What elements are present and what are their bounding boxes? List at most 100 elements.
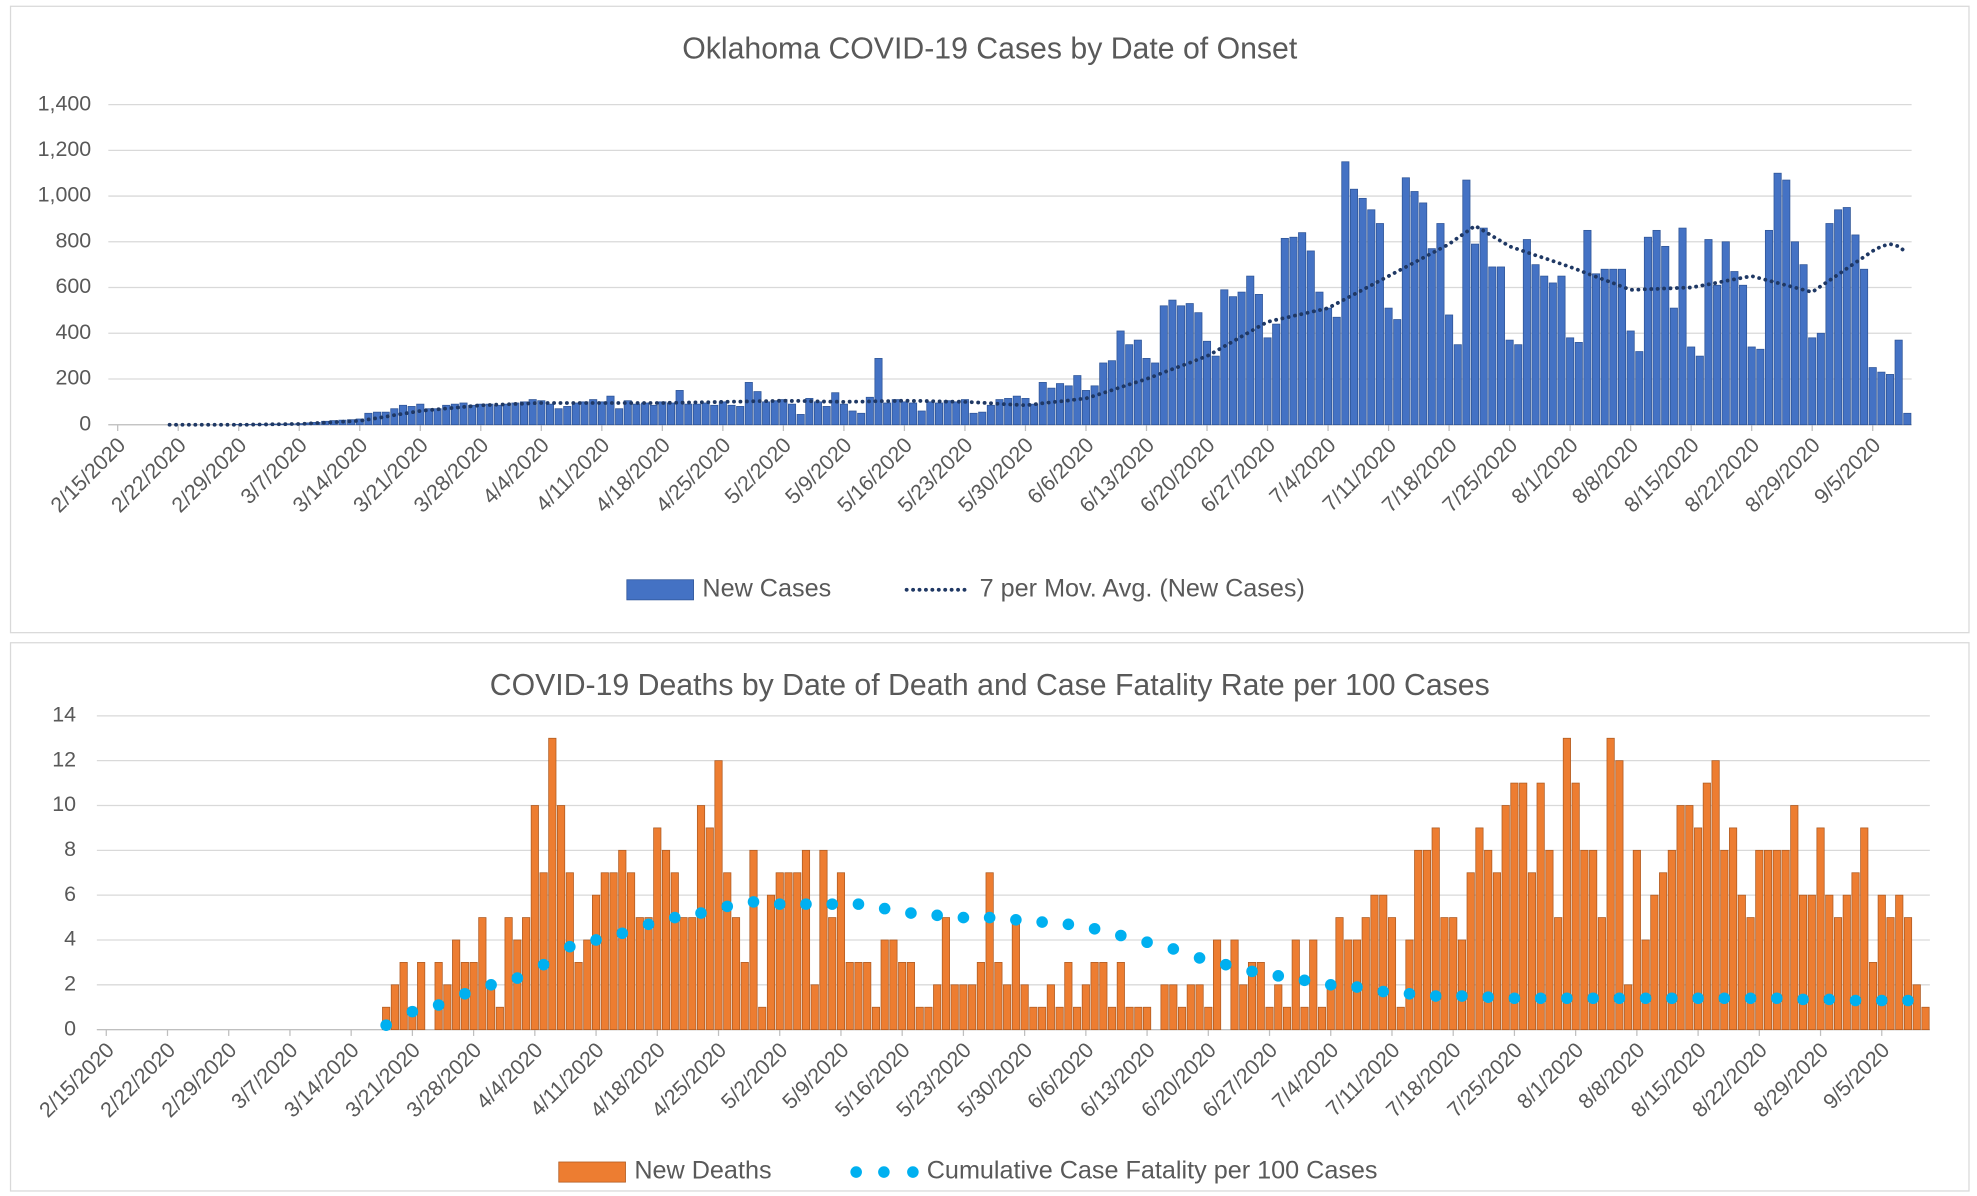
bar bbox=[1125, 1006, 1134, 1031]
data-point bbox=[1613, 992, 1626, 1005]
bar bbox=[1669, 307, 1678, 426]
bar bbox=[600, 872, 609, 1031]
bar bbox=[788, 403, 797, 426]
bar bbox=[906, 962, 915, 1031]
bar bbox=[1081, 984, 1090, 1031]
y-tick-label: 12 bbox=[52, 747, 76, 771]
bar bbox=[1877, 371, 1886, 426]
bar bbox=[1116, 962, 1125, 1031]
y-tick-label: 400 bbox=[55, 320, 91, 344]
bar bbox=[1868, 962, 1878, 1031]
bar bbox=[1341, 161, 1350, 426]
bar bbox=[1600, 268, 1609, 426]
data-point bbox=[537, 958, 550, 971]
bar bbox=[1379, 894, 1388, 1031]
bar bbox=[1230, 939, 1239, 1031]
bar bbox=[495, 1006, 504, 1031]
data-point bbox=[1639, 992, 1652, 1005]
data-point bbox=[1508, 992, 1521, 1005]
legend-swatch bbox=[850, 1166, 862, 1178]
data-point bbox=[931, 909, 943, 922]
bar bbox=[959, 984, 968, 1031]
bar bbox=[1393, 319, 1402, 426]
bar bbox=[1659, 872, 1668, 1031]
bar bbox=[1431, 827, 1440, 1031]
chart-title: Oklahoma COVID-19 Cases by Date of Onset bbox=[682, 32, 1298, 65]
bar bbox=[1687, 346, 1696, 426]
data-point bbox=[800, 898, 812, 910]
bar bbox=[1739, 284, 1748, 426]
data-point bbox=[1482, 991, 1494, 1003]
data-point bbox=[1456, 990, 1468, 1002]
bar bbox=[1030, 403, 1039, 426]
bar bbox=[1756, 348, 1765, 426]
bar bbox=[459, 402, 468, 426]
bar bbox=[749, 849, 758, 1031]
y-tick-label: 0 bbox=[79, 411, 91, 435]
bar bbox=[399, 962, 408, 1031]
bar bbox=[1194, 312, 1203, 426]
data-point bbox=[1718, 992, 1731, 1005]
bar bbox=[1396, 1006, 1405, 1031]
bar bbox=[1375, 223, 1384, 426]
bar bbox=[1358, 197, 1367, 426]
bar bbox=[848, 410, 857, 426]
bar bbox=[1029, 1006, 1038, 1031]
data-point bbox=[826, 898, 839, 910]
data-point bbox=[642, 918, 655, 931]
bar bbox=[1306, 250, 1315, 426]
legend-label: Cumulative Case Fatality per 100 Cases bbox=[927, 1157, 1378, 1185]
data-point bbox=[380, 1019, 392, 1031]
bar bbox=[661, 849, 671, 1031]
bar bbox=[545, 403, 554, 426]
bar bbox=[1790, 805, 1799, 1031]
bar bbox=[950, 984, 959, 1031]
bar bbox=[909, 402, 918, 426]
bar bbox=[714, 760, 723, 1031]
bar bbox=[969, 412, 978, 426]
data-point bbox=[695, 907, 707, 919]
y-tick-label: 0 bbox=[64, 1016, 76, 1040]
bar bbox=[828, 917, 837, 1031]
bar bbox=[626, 872, 636, 1031]
data-point bbox=[773, 898, 786, 910]
bar bbox=[1492, 872, 1501, 1031]
bar bbox=[744, 382, 753, 426]
bar bbox=[381, 411, 390, 426]
data-point bbox=[747, 896, 760, 908]
bar bbox=[1650, 894, 1659, 1031]
bar bbox=[606, 395, 615, 426]
bar bbox=[1531, 264, 1540, 426]
bar bbox=[1746, 917, 1755, 1031]
data-point bbox=[1088, 922, 1101, 935]
bar bbox=[1445, 314, 1454, 426]
bar bbox=[1737, 894, 1746, 1031]
bar bbox=[609, 872, 618, 1031]
bar bbox=[1510, 782, 1519, 1031]
data-point bbox=[616, 927, 629, 940]
bar bbox=[710, 404, 719, 426]
data-point bbox=[1823, 993, 1836, 1006]
bar bbox=[571, 402, 580, 426]
bar bbox=[926, 401, 935, 426]
bar bbox=[1317, 1006, 1327, 1031]
bar bbox=[924, 1006, 933, 1031]
bar bbox=[1764, 229, 1773, 426]
data-point bbox=[1875, 994, 1888, 1007]
bar bbox=[753, 391, 762, 426]
bar bbox=[485, 403, 494, 426]
bar bbox=[836, 872, 846, 1031]
bar bbox=[1186, 984, 1195, 1031]
bar bbox=[1571, 782, 1580, 1031]
bar bbox=[1370, 894, 1379, 1031]
bar bbox=[1711, 760, 1720, 1031]
bar bbox=[1514, 344, 1523, 426]
bar bbox=[618, 849, 627, 1031]
bar bbox=[537, 400, 546, 426]
data-point bbox=[1849, 994, 1862, 1007]
bar bbox=[1536, 782, 1545, 1031]
data-point bbox=[511, 972, 524, 984]
bar bbox=[1004, 398, 1013, 426]
data-point bbox=[852, 898, 865, 910]
